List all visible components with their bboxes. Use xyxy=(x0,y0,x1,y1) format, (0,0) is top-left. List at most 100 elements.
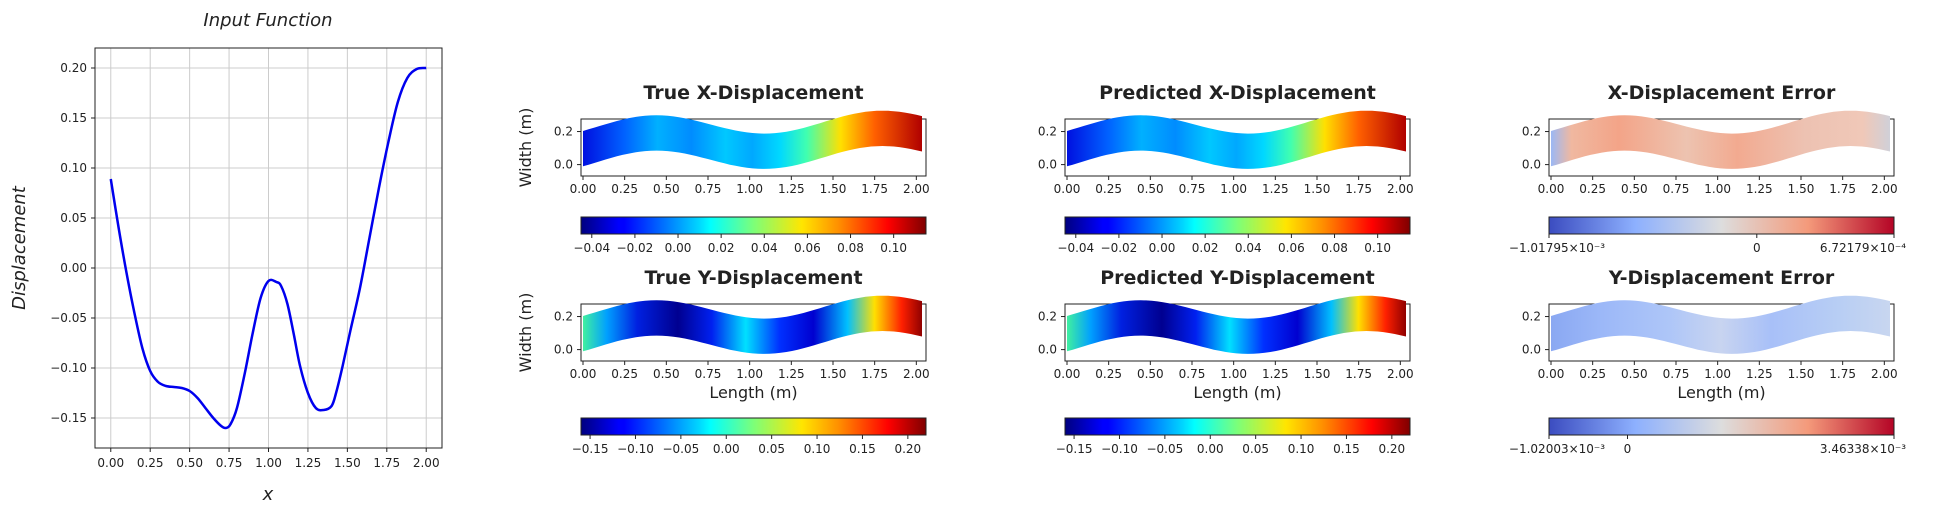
x-tick-label: 0.00 xyxy=(1538,182,1565,196)
displacement-field xyxy=(1067,110,1406,169)
colorbar-tick-label: 0.10 xyxy=(1364,241,1391,255)
x-tick-label: 1.50 xyxy=(1788,367,1815,381)
input-series-line xyxy=(109,66,427,430)
x-tick-label: 0.25 xyxy=(1579,367,1606,381)
y-axis-label: Width (m) xyxy=(516,108,535,188)
x-tick-label: 2.00 xyxy=(1871,182,1898,196)
x-tick-label: 1.75 xyxy=(1345,182,1372,196)
colorbar-tick-label: 0 xyxy=(1624,442,1632,456)
colorbar-tick-label: 0.10 xyxy=(880,241,907,255)
colorbar-tick-label: −0.02 xyxy=(1101,241,1138,255)
x-tick-label: 1.00 xyxy=(736,367,763,381)
x-tick-label: 1.50 xyxy=(1788,182,1815,196)
x-ticks: 0.00 0.25 0.50 0.75 1.00 1.25 1.50 1.75 2.00 xyxy=(97,448,440,470)
x-tick-label: 1.50 xyxy=(1304,182,1331,196)
x-tick-label: 2.00 xyxy=(1387,367,1414,381)
heatmap-panel: Predicted X-Displacement 0.00 0.25 0.50 0.75… xyxy=(1038,82,1414,255)
y-tick-label: 0.0 xyxy=(554,158,573,172)
input-function-plot: Input Function 0.00 0.25 0.50 0.75 1.00 1.25 1… xyxy=(9,10,443,505)
x-tick-label: 1.00 xyxy=(1220,367,1247,381)
y-tick-label: 0.05 xyxy=(60,211,87,225)
heatmap-panel: Predicted Y-Displacement 0.00 0.25 0.50 0.75… xyxy=(1038,267,1414,456)
y-tick-label: 0.0 xyxy=(1522,158,1541,172)
colorbar xyxy=(1064,216,1411,235)
colorbar-tick-label: −0.10 xyxy=(1101,442,1138,456)
x-tick-label: 1.50 xyxy=(334,456,361,470)
displacement-field xyxy=(1067,295,1406,354)
x-axis-label: x xyxy=(262,484,274,505)
x-tick-label: 1.25 xyxy=(1746,367,1773,381)
x-tick-label: 1.00 xyxy=(1220,182,1247,196)
x-tick-label: 0.25 xyxy=(611,182,638,196)
colorbar-tick-label: 0.00 xyxy=(1197,442,1224,456)
colorbar-tick-label: 0 xyxy=(1753,241,1761,255)
colorbar-tick-label: 0.15 xyxy=(849,442,876,456)
x-tick-label: 0.75 xyxy=(695,367,722,381)
x-tick-label: 1.25 xyxy=(778,367,805,381)
x-tick-label: 1.25 xyxy=(1262,182,1289,196)
y-axis-label: Width (m) xyxy=(516,293,535,373)
x-tick-label: 1.75 xyxy=(1829,367,1856,381)
x-tick-label: 1.25 xyxy=(1262,367,1289,381)
x-tick-label: 0.25 xyxy=(137,456,164,470)
colorbar-tick-label: −0.05 xyxy=(1146,442,1183,456)
x-tick-label: 1.25 xyxy=(1746,182,1773,196)
y-tick-label: 0.2 xyxy=(1038,125,1057,139)
colorbar-tick-label: 0.20 xyxy=(1378,442,1405,456)
x-tick-label: 0.25 xyxy=(1095,182,1122,196)
y-axis-label: Displacement xyxy=(9,185,30,310)
y-tick-label: 0.10 xyxy=(60,161,87,175)
y-tick-label: 0.0 xyxy=(1038,158,1057,172)
x-tick-label: 0.00 xyxy=(97,456,124,470)
x-tick-label: 0.75 xyxy=(1663,367,1690,381)
x-tick-label: 1.25 xyxy=(295,456,322,470)
colorbar-tick-label: 0.04 xyxy=(751,241,778,255)
heatmap-panel: True X-Displacement 0.00 0.25 0.50 0.75 1.00 1… xyxy=(516,82,930,255)
x-tick-label: 1.50 xyxy=(1304,367,1331,381)
x-tick-label: 0.25 xyxy=(611,367,638,381)
x-tick-label: 0.75 xyxy=(1179,367,1206,381)
colorbar xyxy=(1548,417,1895,436)
colorbar-tick-label: 0.20 xyxy=(894,442,921,456)
y-tick-label: 0.20 xyxy=(60,61,87,75)
x-tick-label: 0.75 xyxy=(216,456,243,470)
colorbar xyxy=(1548,216,1895,235)
y-tick-label: −0.10 xyxy=(50,361,87,375)
colorbar xyxy=(580,417,927,436)
y-tick-label: 0.00 xyxy=(60,261,87,275)
colorbar-tick-label: 0.06 xyxy=(794,241,821,255)
x-tick-label: 0.00 xyxy=(1538,367,1565,381)
grid xyxy=(95,48,442,448)
y-tick-label: 0.0 xyxy=(554,343,573,357)
colorbar-tick-label: 0.00 xyxy=(713,442,740,456)
x-tick-label: 0.75 xyxy=(1663,182,1690,196)
displacement-field xyxy=(1551,110,1890,169)
y-tick-label: 0.0 xyxy=(1038,343,1057,357)
panel-title: True Y-Displacement xyxy=(644,267,862,289)
colorbar-tick-label: 3.46338×10⁻³ xyxy=(1820,442,1906,456)
colorbar xyxy=(1064,417,1411,436)
x-tick-label: 0.50 xyxy=(653,182,680,196)
x-tick-label: 0.00 xyxy=(570,367,597,381)
x-tick-label: 1.00 xyxy=(1704,182,1731,196)
x-tick-label: 1.75 xyxy=(861,367,888,381)
x-tick-label: 2.00 xyxy=(903,182,930,196)
colorbar-tick-label: −0.10 xyxy=(617,442,654,456)
heatmap-panel: True Y-Displacement 0.00 0.25 0.50 0.75 1.00 1… xyxy=(516,267,930,456)
colorbar-tick-label: 0.04 xyxy=(1235,241,1262,255)
colorbar-tick-label: 0.05 xyxy=(758,442,785,456)
colorbar-tick-label: 0.05 xyxy=(1242,442,1269,456)
x-tick-label: 1.75 xyxy=(861,182,888,196)
x-tick-label: 1.75 xyxy=(1345,367,1372,381)
y-tick-label: −0.15 xyxy=(50,411,87,425)
y-tick-label: 0.2 xyxy=(554,310,573,324)
colorbar-tick-label: −0.02 xyxy=(617,241,654,255)
x-tick-label: 0.25 xyxy=(1579,182,1606,196)
panel-title: True X-Displacement xyxy=(643,82,863,104)
y-tick-label: 0.2 xyxy=(1038,310,1057,324)
input-function-title: Input Function xyxy=(203,10,332,31)
colorbar-tick-label: 0.00 xyxy=(665,241,692,255)
x-tick-label: 0.50 xyxy=(1621,182,1648,196)
